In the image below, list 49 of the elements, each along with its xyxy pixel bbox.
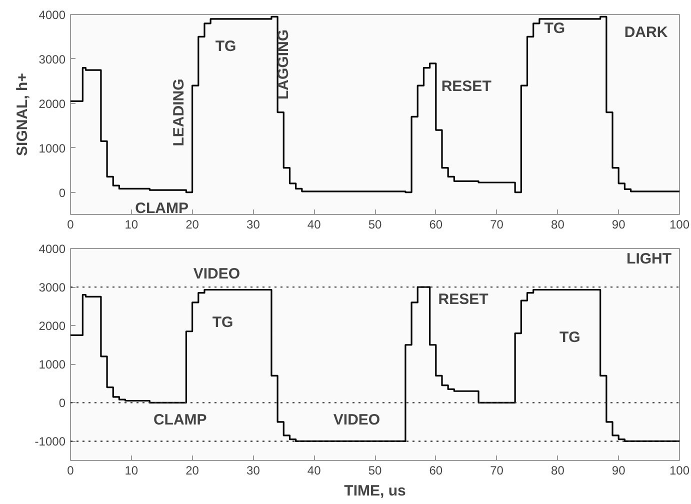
x-tick-label: 10 (124, 218, 138, 232)
annotation: TG (559, 329, 580, 346)
y-tick-label: 3000 (38, 52, 66, 66)
x-tick-label: 20 (186, 218, 200, 232)
annotation: CLAMP (135, 200, 189, 217)
y-tick-label: 2000 (38, 96, 66, 111)
y-tick-label: 4000 (38, 242, 66, 256)
y-tick-label: 0 (58, 186, 66, 200)
annotation: VIDEO (333, 412, 380, 429)
annotation: RESET (438, 290, 488, 308)
x-tick-label: 80 (551, 464, 565, 478)
y-axis-title: SIGNAL, h+ (14, 72, 31, 156)
y-tick-label: 4000 (38, 8, 66, 22)
x-tick-label: 0 (67, 218, 74, 232)
x-tick-label: 50 (368, 464, 382, 478)
x-tick-label: 60 (429, 464, 443, 478)
y-tick-label: -1000 (34, 434, 66, 449)
annotation: DARK (624, 24, 668, 41)
x-axis-title: TIME, us (344, 482, 406, 500)
x-tick-label: 70 (490, 464, 504, 478)
annotation: RESET (441, 78, 492, 95)
x-tick-label: 90 (612, 218, 626, 232)
y-tick-label: 3000 (38, 280, 66, 295)
y-tick-label: 1000 (38, 141, 66, 156)
x-tick-label: 30 (246, 464, 260, 478)
x-tick-label: 100 (669, 464, 690, 478)
x-tick-label: 50 (368, 218, 382, 232)
annotation: TG (212, 314, 234, 332)
annotation: CLAMP (153, 412, 207, 429)
x-tick-label: 0 (67, 464, 74, 478)
annotation: LAGGING (275, 30, 292, 100)
y-tick-label: 0 (58, 396, 66, 410)
y-tick-label: 1000 (38, 358, 66, 372)
x-tick-label: 80 (551, 218, 565, 232)
annotation: TG (544, 20, 566, 37)
x-tick-label: 30 (246, 218, 260, 232)
x-tick-label: 20 (186, 464, 200, 478)
annotation: LEADING (170, 78, 188, 146)
x-tick-label: 70 (490, 218, 504, 232)
annotation: TG (215, 38, 236, 55)
x-tick-label: 60 (429, 218, 443, 232)
x-tick-label: 90 (612, 464, 626, 478)
annotation: VIDEO (193, 265, 240, 282)
x-tick-label: 100 (669, 218, 690, 232)
annotation: LIGHT (626, 250, 672, 268)
x-tick-label: 40 (307, 218, 322, 232)
x-tick-label: 10 (124, 464, 138, 478)
x-tick-label: 40 (307, 464, 322, 478)
y-tick-label: 2000 (38, 319, 66, 334)
